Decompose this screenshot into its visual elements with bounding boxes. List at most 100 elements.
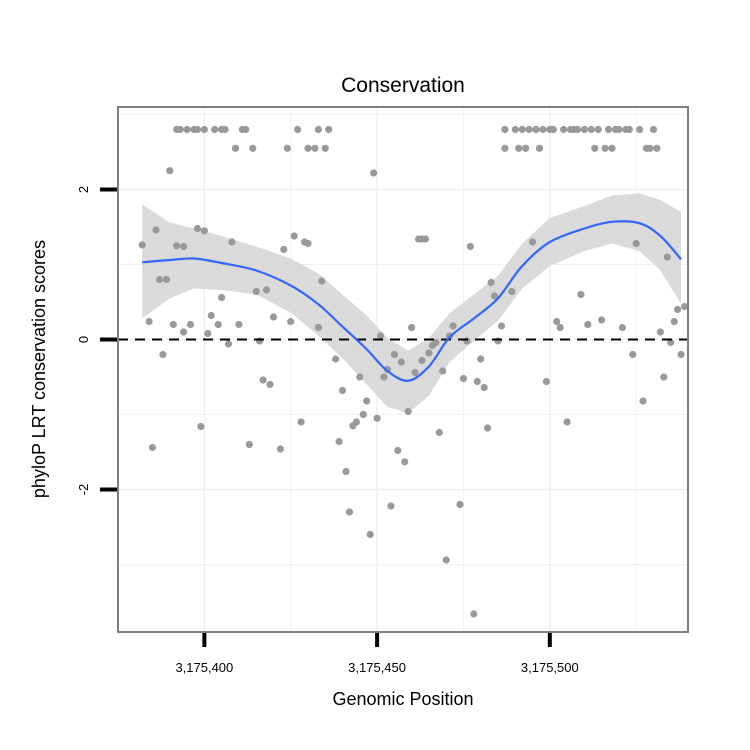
data-point (287, 317, 295, 326)
data-point (352, 418, 360, 426)
data-point (401, 458, 409, 466)
data-point (591, 144, 599, 152)
data-point (397, 358, 405, 366)
x-tick-label: 3,175,450 (348, 660, 406, 675)
y-tick-label: 0 (76, 336, 91, 343)
data-point (411, 368, 419, 377)
data-point (629, 350, 637, 359)
y-axis: -2 0 2 (76, 186, 117, 495)
data-point (618, 323, 627, 332)
data-point (584, 320, 592, 329)
data-point (304, 144, 312, 152)
confidence-band-layer (142, 193, 682, 413)
data-point (345, 508, 354, 516)
data-point (183, 125, 191, 134)
data-point (477, 355, 485, 363)
y-tick-label: 2 (76, 186, 91, 193)
x-axis: 3,175,400 3,175,450 3,175,500 (175, 633, 579, 675)
data-point (656, 328, 665, 336)
data-point (304, 239, 312, 248)
data-point (508, 287, 516, 296)
data-point (311, 144, 319, 152)
data-point (294, 125, 302, 134)
data-point (532, 125, 540, 134)
data-point (456, 500, 464, 509)
data-point (425, 349, 433, 357)
data-point (359, 410, 367, 419)
y-tick-label: -2 (76, 484, 91, 496)
x-tick-label: 3,175,500 (521, 660, 579, 675)
data-point (636, 125, 644, 134)
data-point (335, 437, 343, 446)
data-points (138, 125, 689, 618)
data-point (501, 125, 509, 134)
data-point (563, 418, 571, 426)
data-point (159, 350, 167, 359)
data-point (173, 242, 181, 250)
data-point (580, 125, 589, 134)
data-point (487, 278, 495, 287)
data-point (314, 125, 322, 134)
chart-title: Conservation (341, 74, 465, 97)
data-point (473, 377, 481, 386)
data-point (608, 144, 616, 152)
data-point (228, 238, 236, 246)
data-point (325, 125, 333, 134)
data-point (497, 322, 506, 330)
data-point (204, 329, 212, 338)
data-point (480, 383, 488, 392)
data-point (515, 144, 523, 152)
data-point (242, 125, 250, 134)
data-point (297, 418, 305, 426)
data-point (200, 227, 208, 235)
data-point (314, 323, 322, 332)
data-point (249, 144, 257, 152)
data-point (615, 125, 623, 134)
data-point (245, 440, 253, 449)
data-point (214, 320, 222, 329)
data-point (218, 293, 226, 302)
data-point (449, 322, 457, 330)
data-point (577, 290, 585, 299)
x-tick-label: 3,175,400 (175, 660, 233, 675)
data-point (535, 144, 544, 152)
data-point (363, 397, 371, 405)
data-point (162, 275, 170, 284)
data-point (470, 610, 478, 618)
data-point (556, 323, 564, 332)
data-point (193, 125, 202, 134)
data-point (442, 556, 450, 564)
data-point (262, 286, 271, 294)
data-point (432, 338, 440, 347)
plot-frame (117, 106, 689, 633)
data-point (211, 125, 219, 134)
data-point (632, 239, 640, 248)
data-point (180, 242, 188, 251)
data-point (649, 125, 658, 134)
data-point (155, 275, 164, 284)
data-point (560, 125, 568, 134)
data-point (459, 374, 468, 383)
data-point (494, 337, 502, 345)
data-point (152, 226, 160, 234)
data-point (435, 428, 443, 437)
data-point (408, 323, 416, 332)
data-point (221, 125, 229, 134)
data-point (376, 332, 385, 340)
data-point (670, 317, 678, 326)
data-point (528, 238, 537, 246)
data-point (280, 245, 288, 254)
data-point (466, 242, 474, 251)
data-point (252, 287, 260, 296)
data-point (394, 446, 402, 455)
data-point (169, 320, 177, 329)
data-point (677, 350, 685, 359)
data-point (549, 125, 557, 134)
data-point (148, 443, 157, 452)
data-point (463, 337, 471, 345)
data-point (256, 337, 264, 345)
data-point (338, 386, 347, 395)
data-point (207, 311, 215, 320)
data-point (663, 253, 671, 261)
data-point (318, 277, 326, 285)
